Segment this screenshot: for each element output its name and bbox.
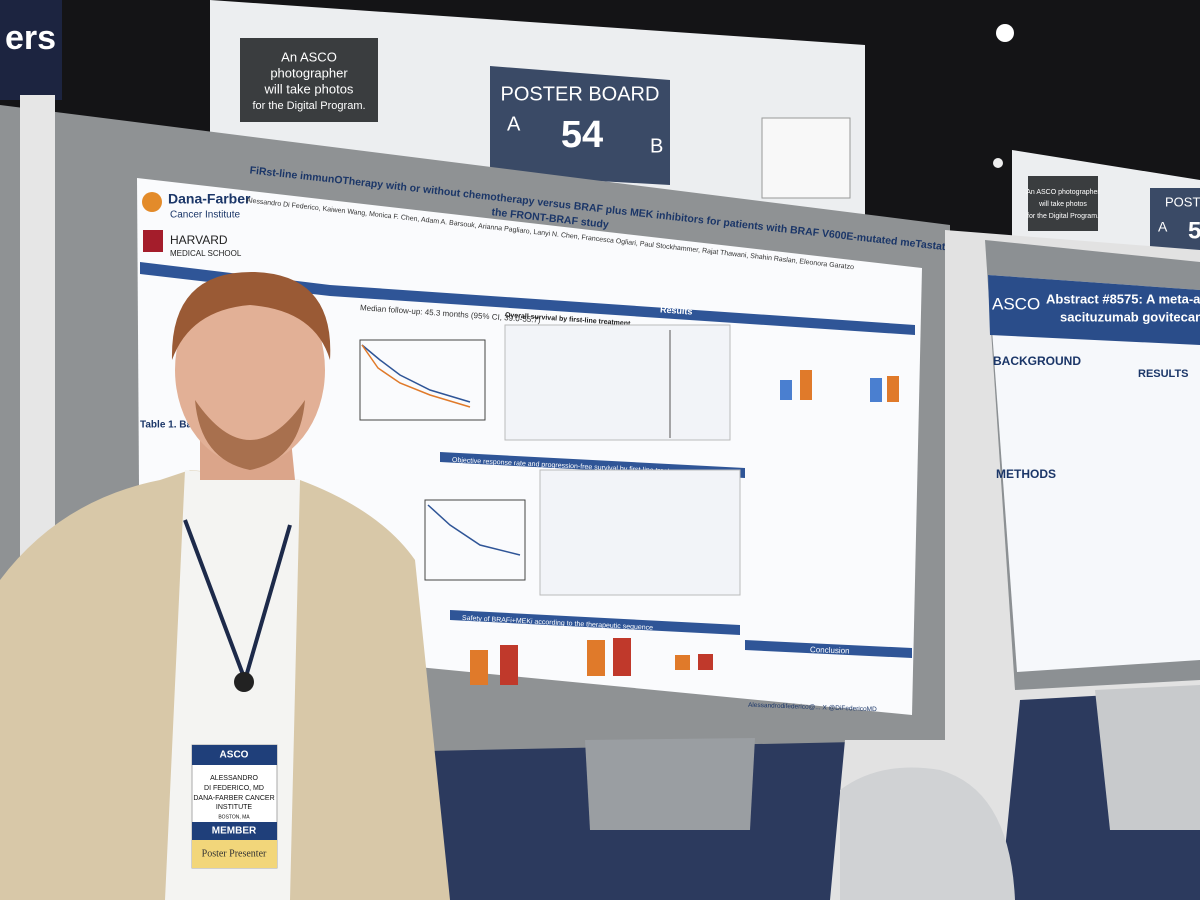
- conclusion-heading: Conclusion: [810, 645, 850, 655]
- face: [175, 275, 325, 465]
- banner-text: ers: [5, 19, 56, 57]
- right-section: BACKGROUND: [993, 354, 1081, 368]
- notice-line: will take photos: [1038, 201, 1087, 208]
- badge-institution: DANA-FARBER CANCER: [193, 795, 274, 802]
- board-label: POSTER: [1165, 194, 1200, 209]
- badge-city: BOSTON, MA: [218, 814, 250, 820]
- bar-photo: [887, 376, 899, 402]
- bar-photo: [870, 378, 882, 402]
- badge-name: ALESSANDRO: [210, 775, 258, 782]
- beard: [195, 400, 305, 470]
- logo-text: HARVARD: [170, 233, 228, 247]
- badge-header: [192, 745, 277, 765]
- results-bar: [330, 285, 915, 335]
- bar-photo: [780, 380, 792, 400]
- bar-photo: [587, 640, 605, 676]
- side-a: A: [1158, 219, 1168, 235]
- bar-photo: [698, 654, 713, 670]
- forest-table: [504, 324, 731, 441]
- badge-institution: INSTITUTE: [216, 804, 252, 811]
- bar-photo: [675, 655, 690, 670]
- bar-photo: [470, 650, 488, 685]
- right-title: sacituzumab govitecan for sec: [1060, 309, 1200, 324]
- notice-line: An ASCO photographer: [1026, 189, 1100, 196]
- contact: Alessandrodifederico@... X @DiFedericoMD: [748, 702, 877, 714]
- instruction-sheet: [761, 117, 851, 199]
- bar-photo: [500, 645, 518, 685]
- logo-icon: [142, 192, 162, 212]
- logo-text: Dana-Farber: [168, 191, 251, 207]
- left-banner: [0, 0, 62, 100]
- notice-box: [240, 38, 378, 122]
- board-label: POSTER BOARD: [501, 83, 660, 105]
- forest-table: [539, 469, 741, 596]
- bar-photo: [800, 370, 812, 400]
- pfs-axes: [424, 499, 526, 581]
- km-curve: [361, 344, 471, 408]
- logo-text: MEDICAL SCHOOL: [170, 249, 242, 258]
- notice-line: will take photos: [264, 81, 354, 96]
- notice-line: An ASCO: [281, 49, 337, 64]
- chair: [840, 767, 1015, 900]
- right-org: ASCO: [992, 294, 1040, 313]
- side-b: B: [650, 135, 663, 157]
- badge-ribbon: [192, 840, 277, 868]
- notice-line: for the Digital Program.: [252, 100, 365, 112]
- badge-member: MEMBER: [212, 826, 257, 837]
- light: [993, 158, 1003, 168]
- lanyard-clip: [234, 672, 254, 692]
- right-title: Abstract #8575: A meta-analysis of safe: [1046, 291, 1200, 306]
- notice-line: photographer: [270, 65, 348, 80]
- notice-box: [1028, 176, 1098, 231]
- board-box: [490, 66, 670, 185]
- conclusion-bar: [745, 640, 912, 658]
- chair: [585, 738, 755, 830]
- km-axes: [359, 339, 486, 421]
- logo-shield: [143, 230, 163, 252]
- side-a: A: [507, 113, 521, 135]
- pfs-curve: [427, 504, 521, 556]
- right-header: [988, 275, 1200, 345]
- right-poster: [988, 275, 1200, 672]
- logo-text: Cancer Institute: [170, 210, 240, 221]
- badge-name: DI FEDERICO, MD: [204, 785, 264, 792]
- table-label: Table 1. Base: [140, 420, 204, 431]
- badge-org: ASCO: [220, 750, 249, 761]
- bar-photo: [613, 638, 631, 676]
- board-box: [1150, 188, 1200, 258]
- chair: [1095, 685, 1200, 830]
- hair: [171, 271, 331, 360]
- km-curve: [361, 344, 471, 403]
- badge-role: Poster Presenter: [202, 848, 267, 859]
- light: [996, 24, 1014, 42]
- board-number: 5: [1188, 217, 1200, 244]
- right-section: METHODS: [996, 467, 1056, 481]
- board-number: 54: [561, 114, 603, 156]
- badge-member-bar: [192, 822, 277, 840]
- section-bar: [450, 610, 740, 635]
- right-section: RESULTS: [1138, 368, 1189, 380]
- notice-line: for the Digital Program.: [1027, 213, 1099, 220]
- results-heading: Results: [660, 304, 693, 316]
